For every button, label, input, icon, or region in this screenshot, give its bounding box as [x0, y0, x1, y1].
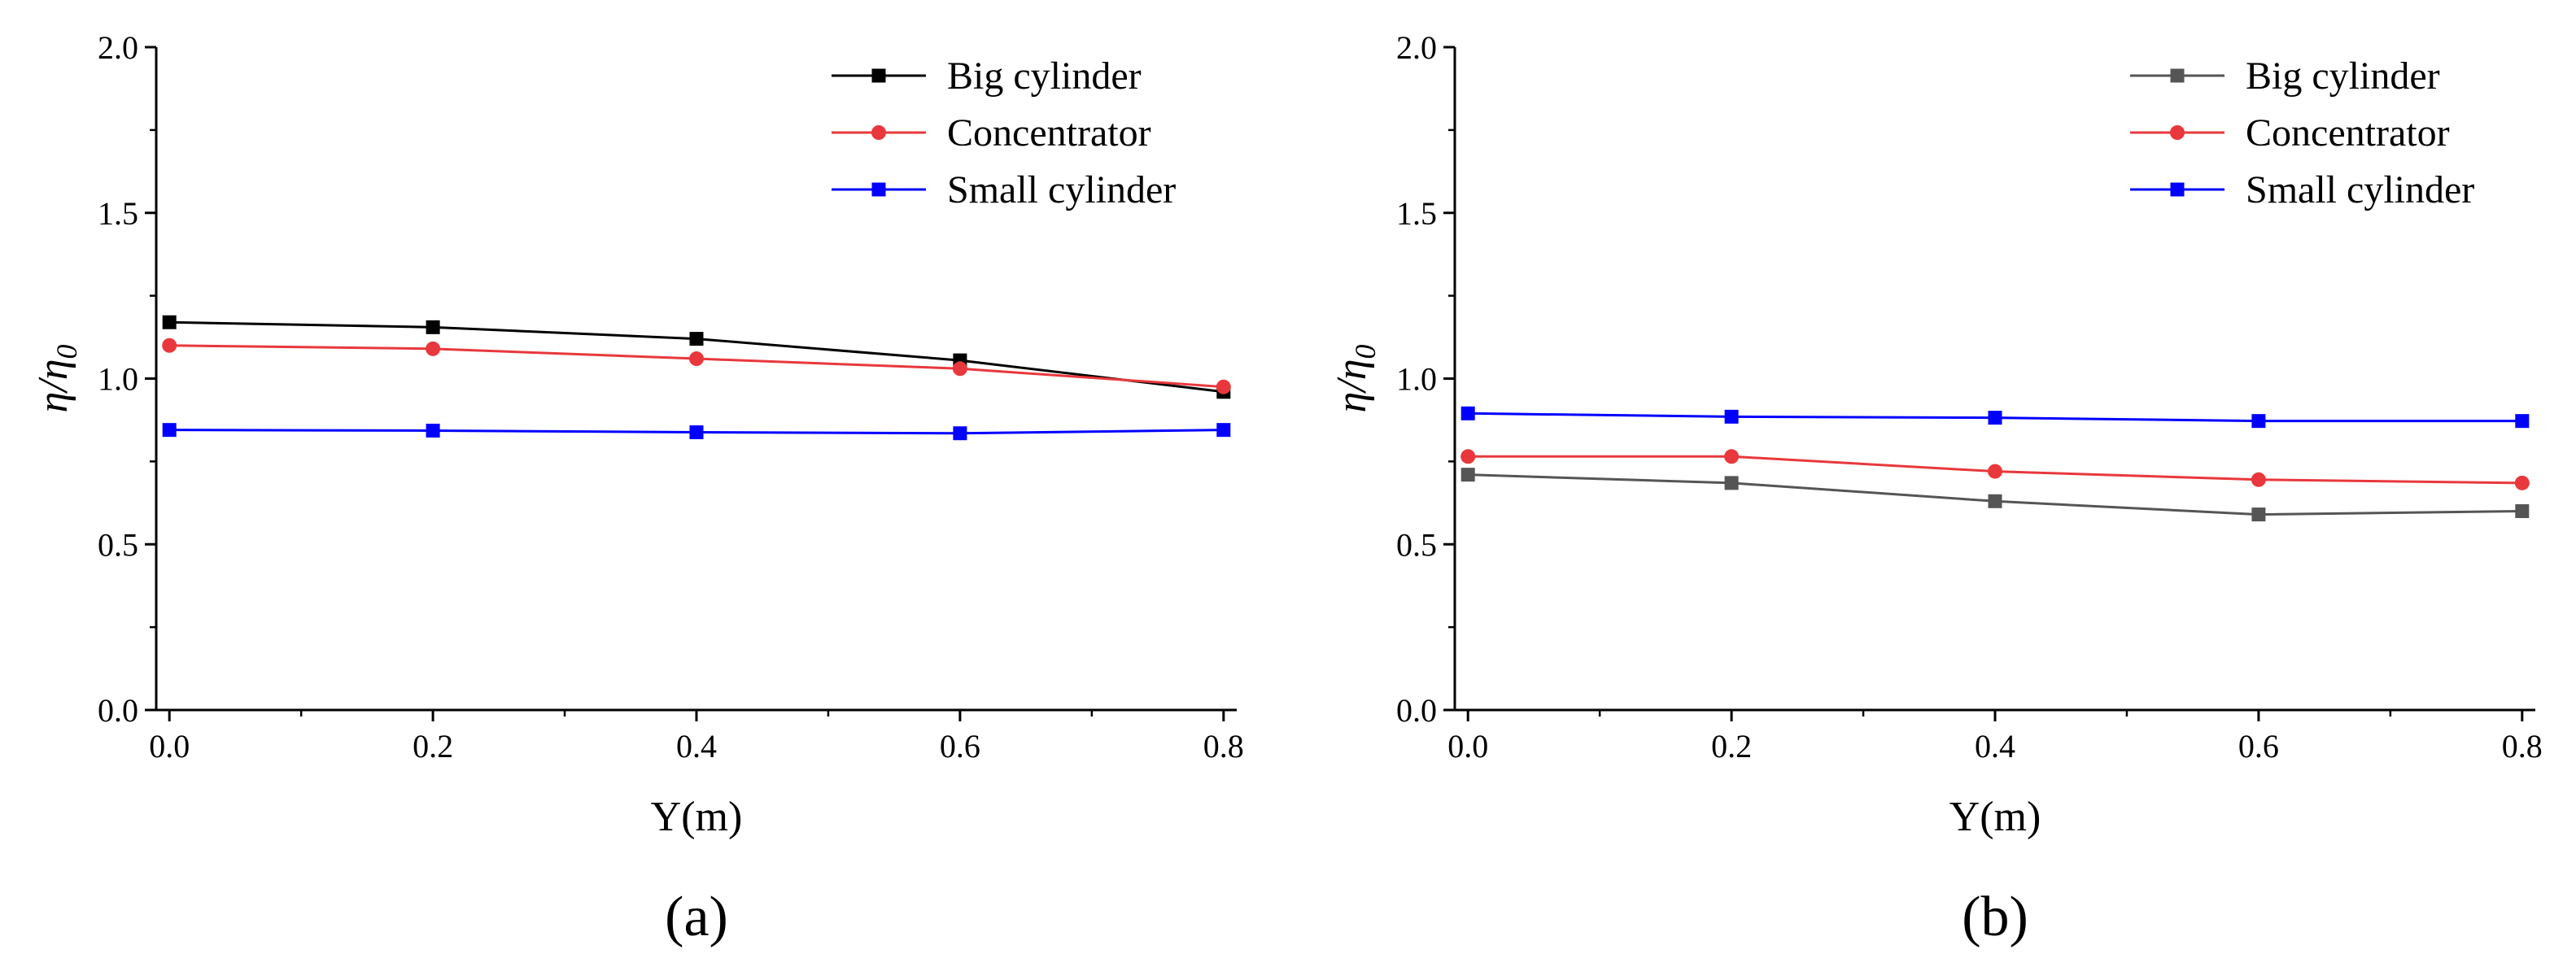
- y-axis-title-subscript: 0: [50, 344, 83, 359]
- chart-panel-1: 0.0 0.5 1.0 1.5 2.0 0.0 0.2 0.4 0.6 0.8 Y(m) η/η0 (a…: [30, 29, 1244, 948]
- legend-marker: [871, 125, 886, 140]
- data-point: [1216, 423, 1231, 438]
- x-tick-label: 0.2: [1711, 728, 1752, 764]
- data-point: [162, 315, 177, 329]
- series-1: [162, 315, 1231, 399]
- x-axis-title: Y(m): [1949, 794, 2041, 840]
- legend-marker: [871, 68, 886, 83]
- series-3: [162, 423, 1231, 441]
- data-point: [2515, 414, 2530, 429]
- series-1: [1460, 468, 2530, 522]
- data-point: [953, 426, 967, 441]
- data-point: [2251, 507, 2266, 522]
- data-point: [1460, 406, 1475, 420]
- legend-label: Concentrator: [947, 111, 1151, 155]
- data-point: [689, 332, 704, 346]
- legend: Big cylinder Concentrator Small cylinder: [832, 54, 1176, 211]
- legend-label: Small cylinder: [2246, 168, 2474, 211]
- legend-marker: [2170, 125, 2185, 140]
- y-tick-label: 0.5: [98, 526, 138, 563]
- panel-label: (b): [1962, 886, 2028, 948]
- data-point: [2251, 414, 2266, 429]
- x-axis-title: Y(m): [651, 794, 743, 840]
- data-point: [1988, 464, 2002, 479]
- chart-panel-2: 0.0 0.5 1.0 1.5 2.0 0.0 0.2 0.4 0.6 0.8 Y(m) η/η0 (b…: [1329, 29, 2543, 948]
- legend-marker: [871, 182, 886, 197]
- data-point: [1216, 379, 1231, 394]
- legend-marker: [2170, 182, 2185, 197]
- legend: Big cylinder Concentrator Small cylinder: [2130, 54, 2474, 211]
- data-point: [1724, 449, 1740, 464]
- data-point: [2514, 475, 2530, 490]
- y-tick-label: 1.0: [1396, 361, 1437, 398]
- data-point: [952, 361, 967, 377]
- data-point: [426, 320, 440, 334]
- x-tick-label: 0.8: [1203, 728, 1244, 764]
- x-tick-label: 0.4: [1975, 728, 2015, 764]
- data-point: [426, 423, 440, 438]
- y-tick-label: 1.0: [98, 361, 138, 398]
- y-axis-title-base: η/η: [30, 359, 76, 412]
- legend-label: Big cylinder: [947, 54, 1142, 98]
- legend-label: Concentrator: [2246, 111, 2450, 155]
- data-point: [426, 341, 441, 356]
- y-tick-label: 0.5: [1396, 526, 1437, 563]
- series-2: [162, 338, 1231, 394]
- data-point: [162, 338, 177, 353]
- data-point: [1724, 476, 1739, 490]
- x-tick-label: 0.4: [676, 728, 717, 764]
- y-tick-label: 2.0: [98, 29, 138, 66]
- y-axis-title-base: η/η: [1329, 359, 1375, 412]
- x-tick-label: 0.6: [940, 728, 980, 764]
- panel-label: (a): [665, 886, 728, 948]
- data-point: [689, 351, 704, 367]
- y-axis-title: η/η0: [30, 344, 83, 412]
- y-tick-label: 0.0: [98, 692, 138, 729]
- y-tick-label: 0.0: [1396, 692, 1437, 729]
- data-point: [2251, 472, 2266, 487]
- data-point: [1460, 449, 1476, 464]
- data-point: [1724, 409, 1739, 424]
- y-tick-label: 1.5: [98, 195, 138, 232]
- data-point: [1988, 411, 2002, 425]
- x-tick-label: 0.0: [1447, 728, 1488, 764]
- y-tick-label: 2.0: [1396, 29, 1437, 66]
- data-point: [689, 425, 704, 440]
- series-3: [1460, 406, 2530, 429]
- data-point: [2515, 504, 2530, 518]
- legend-marker: [2170, 68, 2185, 83]
- x-tick-label: 0.2: [413, 728, 453, 764]
- x-tick-label: 0.6: [2238, 728, 2279, 764]
- data-point: [162, 423, 177, 438]
- data-point: [1988, 494, 2002, 508]
- x-tick-label: 0.0: [149, 728, 190, 764]
- series-2: [1460, 449, 2530, 490]
- y-axis-title: η/η0: [1329, 344, 1382, 412]
- data-point: [1460, 468, 1475, 482]
- y-axis-title-subscript: 0: [1349, 344, 1382, 359]
- legend-label: Big cylinder: [2246, 54, 2440, 98]
- legend-label: Small cylinder: [947, 168, 1176, 211]
- x-tick-label: 0.8: [2502, 728, 2543, 764]
- y-tick-label: 1.5: [1396, 195, 1437, 232]
